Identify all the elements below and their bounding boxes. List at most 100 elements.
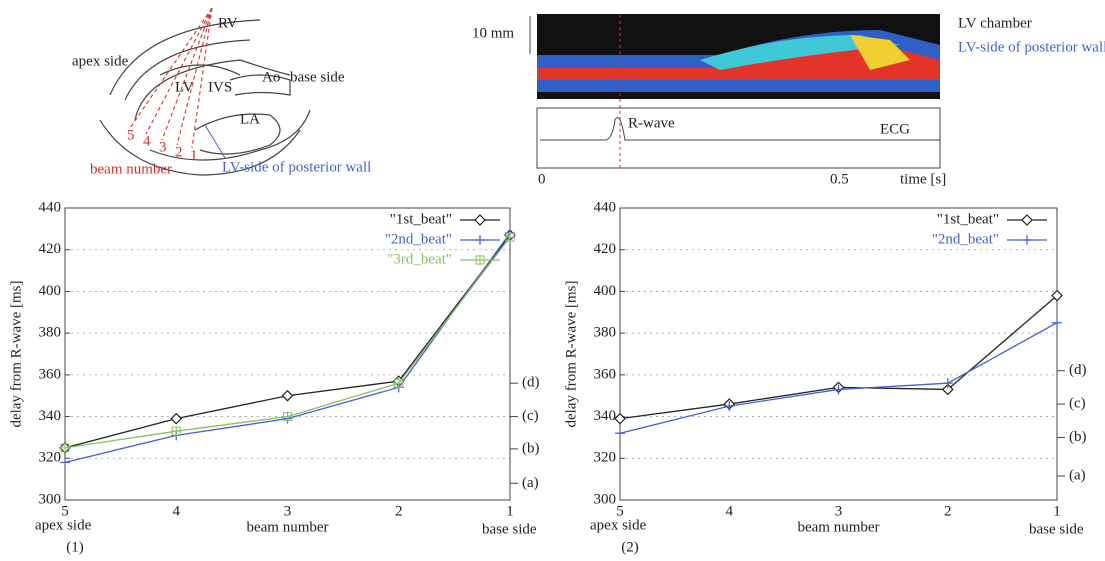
panel-label: (1) <box>66 539 84 555</box>
x-tick-label: 5 <box>61 503 69 519</box>
label-ivs: IVS <box>208 79 232 95</box>
mmode-image <box>529 14 941 169</box>
y-tick-label: 300 <box>39 491 62 507</box>
marker <box>475 255 485 265</box>
y-axis-label: delay from R-wave [ms] <box>563 280 579 427</box>
x-tick-label: 1 <box>1053 503 1061 519</box>
legend-label: "2nd_beat" <box>932 231 999 247</box>
marker <box>281 389 294 402</box>
marker <box>60 457 70 468</box>
beam-label: 4 <box>143 133 151 149</box>
marker <box>615 428 625 439</box>
ecg-label: ECG <box>880 121 910 137</box>
annotation-label: (d) <box>1069 362 1087 378</box>
marker <box>1052 317 1062 328</box>
marker <box>393 378 404 389</box>
x-side-label: apex side <box>590 517 647 533</box>
marker <box>171 426 182 437</box>
x-tick-label: 2 <box>944 503 952 519</box>
annotation-label: (c) <box>522 408 539 424</box>
annotation-label: (c) <box>1069 395 1086 411</box>
marker <box>941 383 954 396</box>
y-tick-label: 320 <box>39 450 62 466</box>
chamber-label: LV chamber <box>958 15 1032 31</box>
beam-lines <box>129 7 213 149</box>
beam-label: 3 <box>159 139 167 155</box>
time-label: time [s] <box>900 171 946 187</box>
y-tick-label: 360 <box>594 366 617 382</box>
annotation-label: (a) <box>522 475 539 491</box>
scale-label: 10 mm <box>472 25 514 41</box>
marker <box>724 401 735 412</box>
marker <box>282 411 293 422</box>
x-side-label: apex side <box>35 517 92 533</box>
panel-label: (2) <box>621 539 639 555</box>
time-tick: 0.5 <box>830 171 849 187</box>
x-tick-label: 4 <box>726 503 734 519</box>
y-tick-label: 300 <box>594 491 617 507</box>
y-tick-label: 440 <box>39 199 62 215</box>
plot-frame <box>619 207 1058 501</box>
x-tick-label: 1 <box>506 503 514 519</box>
plot-frame <box>64 207 511 501</box>
marker <box>614 412 626 425</box>
x-tick-label: 3 <box>835 503 843 519</box>
wall-label: LV-side of posterior wall <box>222 159 371 175</box>
label-lv: LV <box>175 79 194 95</box>
y-axis-label: delay from R-wave [ms] <box>8 280 24 427</box>
x-axis-label: beam number <box>246 519 328 535</box>
rwave-label: R-wave <box>628 115 675 131</box>
annotation-label: (b) <box>522 440 540 456</box>
y-tick-label: 340 <box>39 408 62 424</box>
marker <box>1021 214 1033 226</box>
x-tick-label: 4 <box>173 503 181 519</box>
beam-label: 1 <box>190 147 198 163</box>
wall-pointer <box>204 124 226 159</box>
x-axis-label: beam number <box>797 519 879 535</box>
series-line <box>619 295 1058 420</box>
wall-label: LV-side of posterior wall <box>958 39 1105 55</box>
legend-label: "1st_beat" <box>937 211 999 227</box>
y-tick-label: 380 <box>39 325 62 341</box>
x-tick-label: 3 <box>284 503 292 519</box>
marker <box>942 378 953 389</box>
beam-label: 5 <box>127 127 135 143</box>
x-tick-label: 5 <box>616 503 624 519</box>
heart-diagram <box>99 19 311 176</box>
beam-label: 2 <box>175 144 183 160</box>
x-side-label: base side <box>482 521 537 537</box>
marker <box>60 442 70 453</box>
y-tick-label: 340 <box>594 408 617 424</box>
y-tick-label: 320 <box>594 450 617 466</box>
y-tick-label: 360 <box>39 366 62 382</box>
label-ao: Ao <box>262 69 280 85</box>
y-tick-label: 400 <box>39 283 62 299</box>
annotation-label: (d) <box>522 375 540 391</box>
marker <box>170 412 183 425</box>
x-side-label: base side <box>1029 521 1084 537</box>
y-tick-label: 420 <box>39 241 62 257</box>
beam-number-label: beam number <box>90 161 172 177</box>
marker <box>475 235 485 245</box>
x-tick-label: 2 <box>395 503 403 519</box>
y-tick-label: 440 <box>594 199 617 215</box>
y-tick-label: 380 <box>594 325 617 341</box>
annotation-label: (b) <box>1069 429 1087 445</box>
y-tick-label: 400 <box>594 283 617 299</box>
legend-label: "2nd_beat" <box>385 231 452 247</box>
marker <box>474 214 486 226</box>
legend-label: "1st_beat" <box>390 211 452 227</box>
annotation-label: (a) <box>1069 467 1086 483</box>
label-rv: RV <box>218 15 238 31</box>
label-base: base side <box>290 69 345 85</box>
label-la: LA <box>240 111 260 127</box>
marker <box>505 232 515 243</box>
time-tick: 0 <box>538 171 546 187</box>
label-apex: apex side <box>72 53 129 69</box>
marker <box>1022 235 1032 245</box>
y-tick-label: 420 <box>594 241 617 257</box>
series-line <box>64 232 511 464</box>
legend-label: "3rd_beat" <box>387 251 452 267</box>
